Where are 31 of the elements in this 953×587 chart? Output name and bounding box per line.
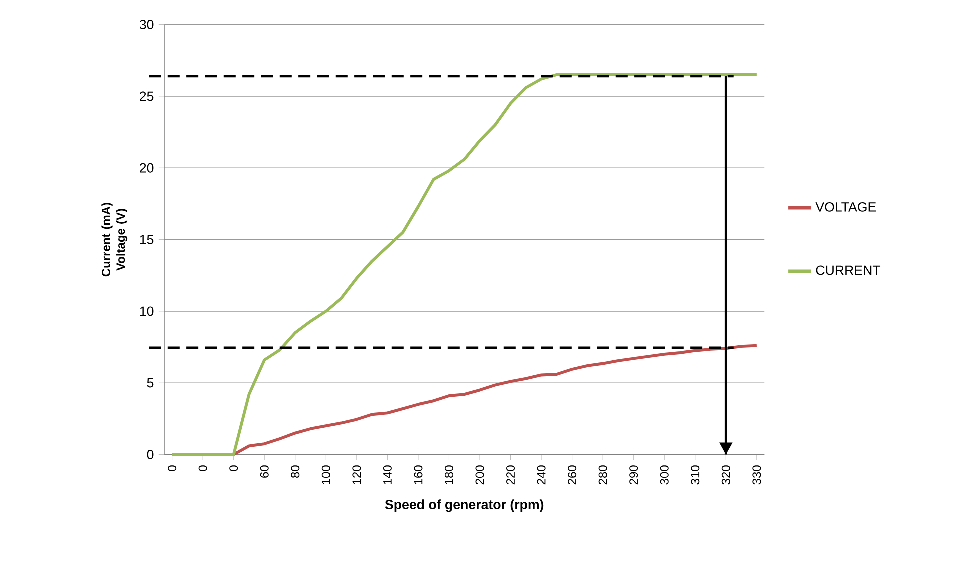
x-tick-label: 180 — [444, 466, 454, 484]
y-tick-label: 10 — [140, 306, 154, 316]
x-tick-label: 140 — [383, 466, 392, 484]
x-tick-label: 290 — [630, 466, 638, 485]
x-tick-label: 300 — [660, 466, 669, 485]
x-tick-label: 320 — [722, 466, 730, 485]
x-tick-label: 0 — [168, 466, 177, 472]
x-tick-label: 0 — [198, 466, 208, 472]
x-tick-label: 330 — [752, 466, 762, 485]
x-tick-label: 160 — [414, 466, 423, 484]
y-tick-label: 25 — [140, 92, 154, 102]
x-tick-label: 120 — [352, 466, 362, 484]
legend-label: VOLTAGE — [816, 202, 876, 212]
y-tick-label: 20 — [140, 163, 154, 173]
x-tick-label: 200 — [476, 466, 484, 485]
x-tick-label: 0 — [230, 466, 238, 472]
x-tick-label: 100 — [322, 466, 330, 484]
x-axis-title: Speed of generator (rpm) — [385, 500, 544, 512]
y-tick-label: 30 — [140, 20, 154, 30]
y-axis-title: Current (mA) Voltage (V) — [102, 203, 128, 277]
x-tick-label: 310 — [691, 466, 700, 485]
x-tick-label: 60 — [260, 466, 269, 478]
y-tick-label: 5 — [147, 378, 154, 388]
x-tick-label: 240 — [537, 466, 546, 485]
y-tick-label: 15 — [140, 235, 154, 244]
x-tick-label: 220 — [506, 466, 516, 485]
legend-label: CURRENT — [816, 266, 881, 276]
x-tick-label: 80 — [291, 466, 300, 478]
x-tick-label: 260 — [568, 466, 577, 485]
x-tick-label: 280 — [598, 466, 608, 485]
y-tick-label: 0 — [147, 450, 154, 460]
